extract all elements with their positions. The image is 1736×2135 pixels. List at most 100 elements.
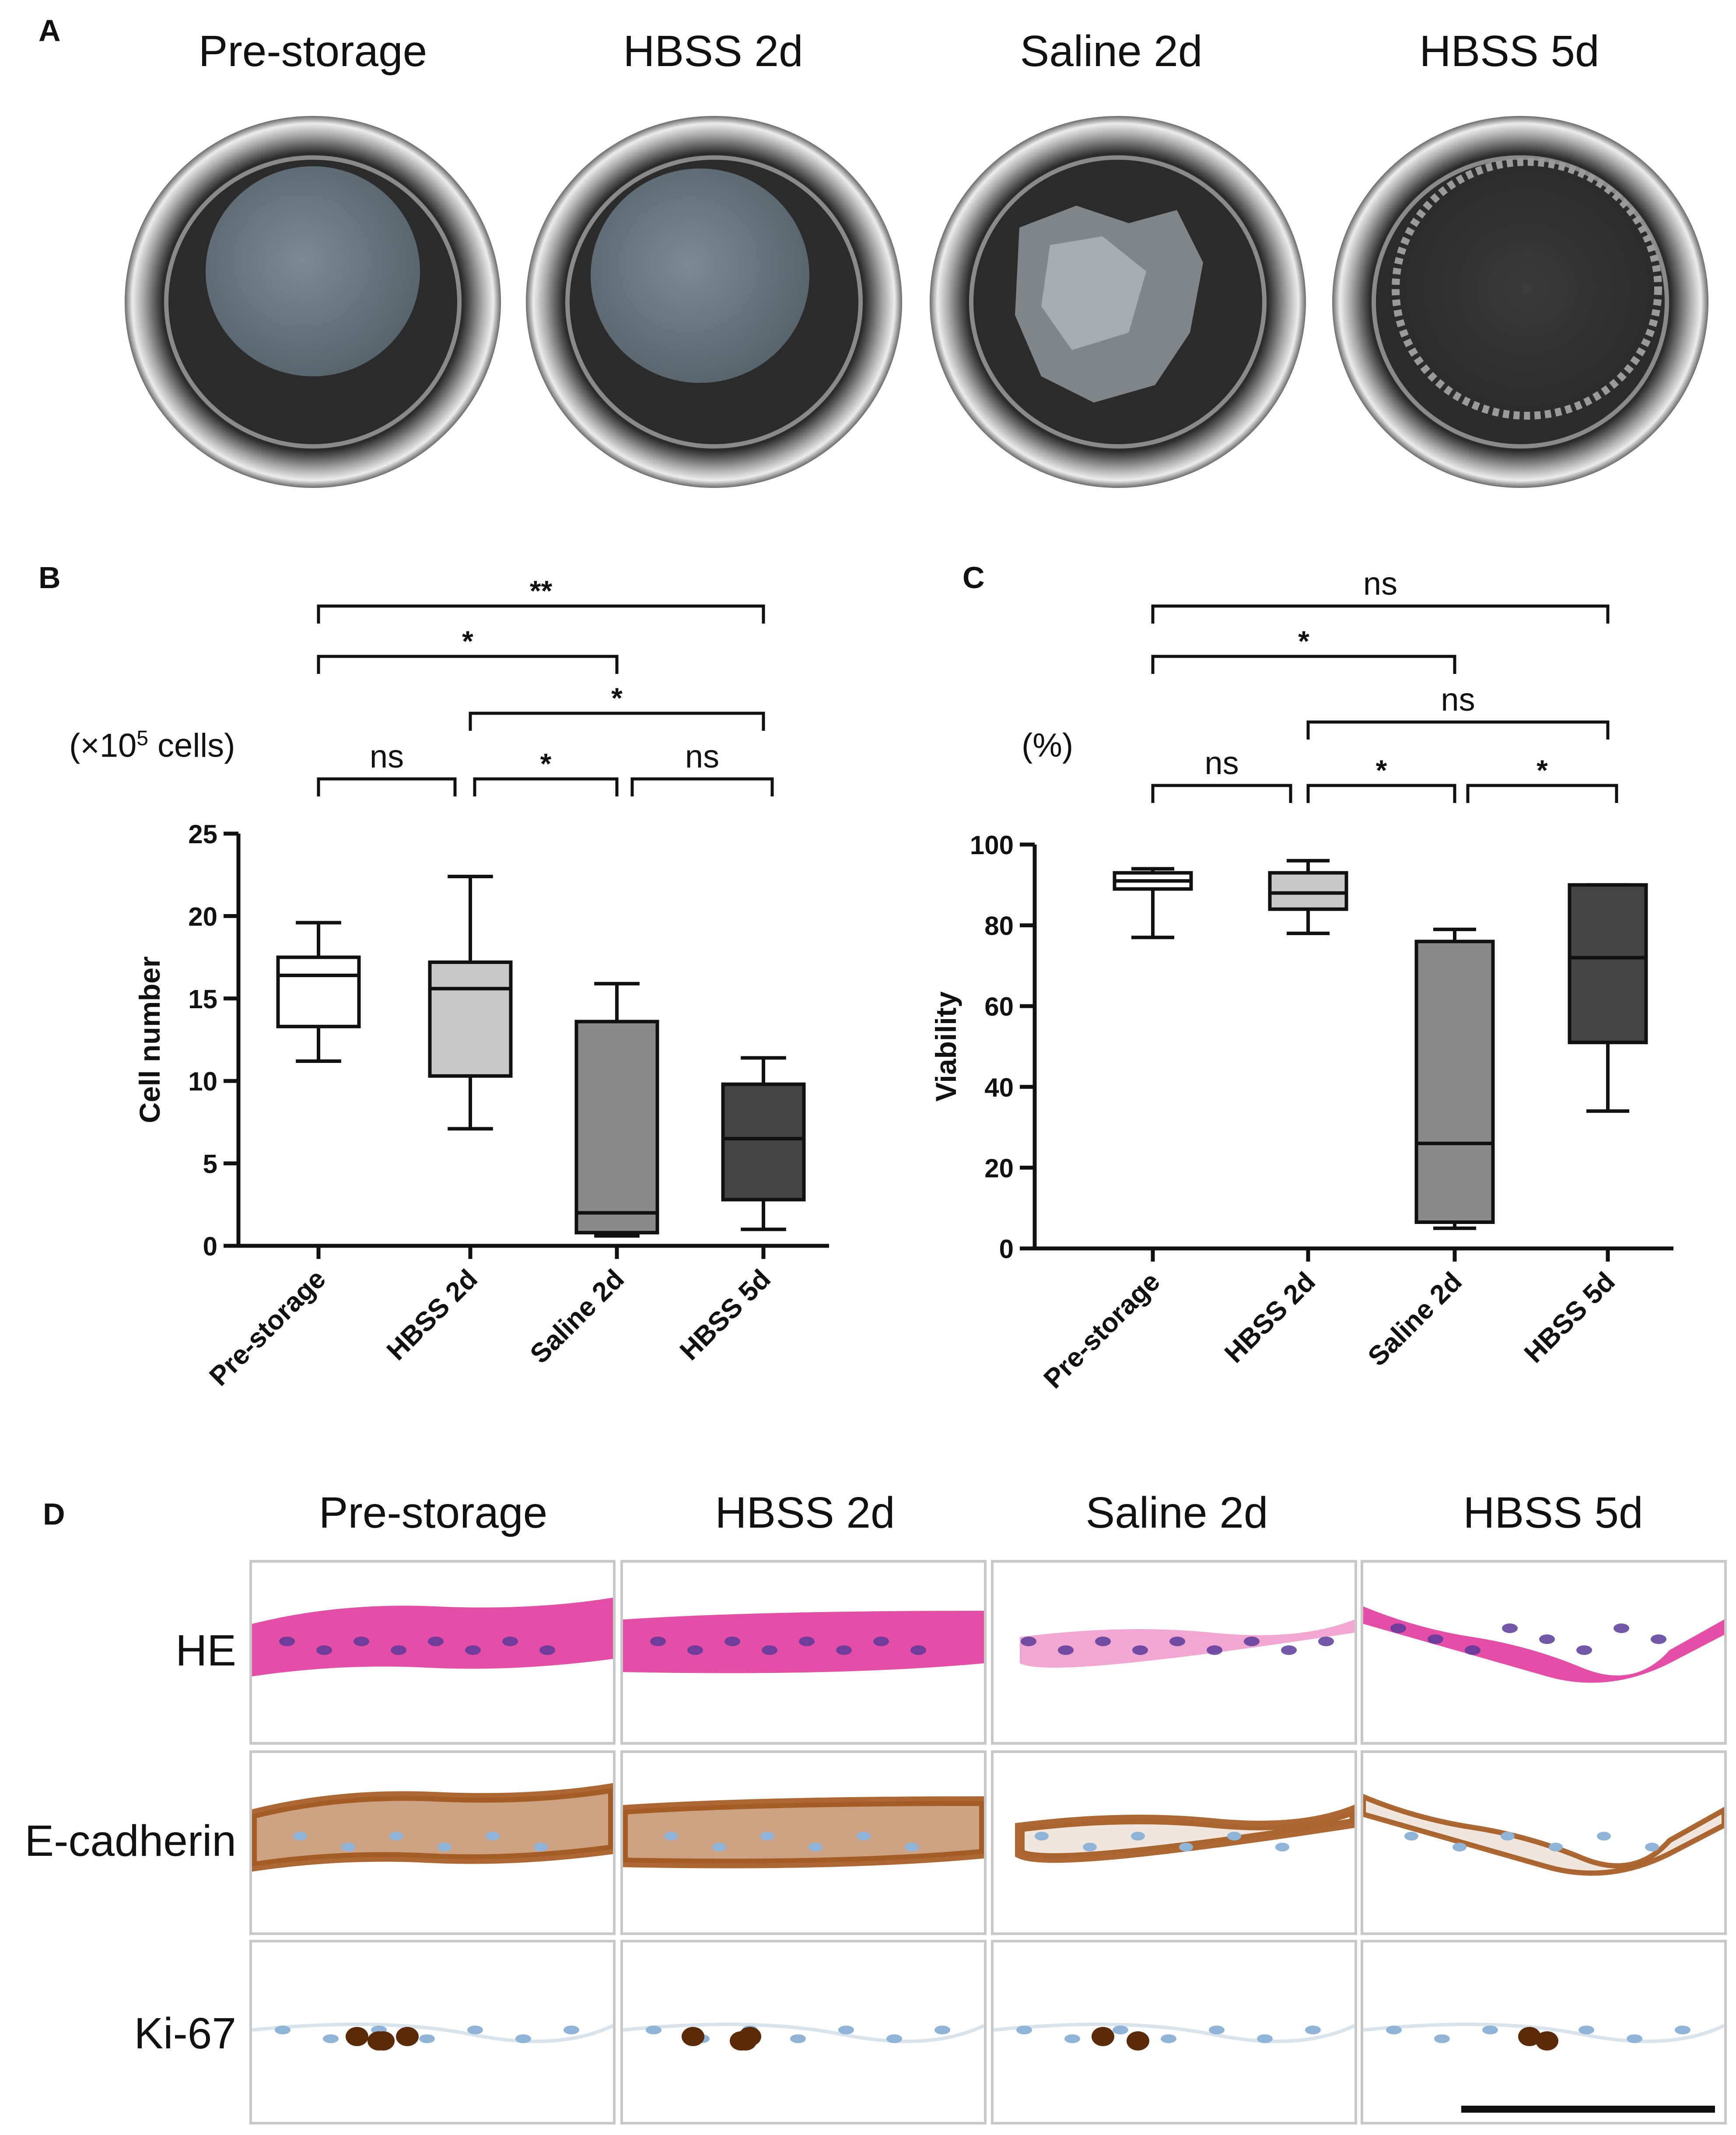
stain-image [1020,1620,1354,1668]
nucleus [564,2026,579,2034]
nucleus [1132,1645,1148,1655]
nucleus [467,2026,483,2034]
tissue-outline [252,2023,613,2043]
stain-image [252,1783,613,1872]
nucleus [539,1645,555,1655]
nucleus [1651,1634,1666,1644]
box-iqr [574,1020,659,1234]
panel-d-letter: D [43,1497,65,1531]
box-iqr [721,1082,806,1202]
nucleus [1244,1637,1260,1646]
y-tick-label: 10 [188,1067,217,1096]
stain-image [623,2023,984,2051]
row-label-ki-67: Ki-67 [134,2009,236,2058]
y-tick-label: 20 [188,902,217,931]
nucleus [534,1843,548,1851]
x-tick-label: HBSS 5d [674,1264,777,1366]
nucleus [1281,1645,1297,1655]
box-iqr [276,955,361,1028]
nucleus [1539,1634,1555,1644]
nucleus [1131,1832,1145,1841]
nucleus [838,2026,854,2034]
panel-c-unit-label: (%) [1022,727,1074,764]
significance-label: * [1376,754,1387,786]
significance-bracket [630,777,774,796]
significance-label: * [462,625,473,657]
nucleus [799,1637,815,1646]
significance-bracket [473,777,619,796]
y-tick-label: 80 [984,911,1014,941]
stain-image [623,1796,984,1869]
culture-dish-photos [125,116,1708,488]
x-tick-label: HBSS 5d [1519,1266,1621,1369]
box-pre-storage [1113,867,1193,940]
significance-label: ns [1441,681,1475,718]
stain-image [994,2023,1354,2051]
box-saline-2d [574,982,659,1238]
y-axis-label: Cell number [133,956,166,1123]
nucleus [910,1645,926,1655]
nucleus [1318,1637,1334,1646]
nucleus [1578,2026,1594,2034]
significance-bracket [1306,720,1610,740]
histology-tile-ki-67-hbss-5d [1361,1940,1727,2124]
y-tick-label: 5 [203,1150,217,1179]
ki67-positive-nucleus [1536,2031,1558,2051]
stain-image [623,1611,984,1673]
nucleus [1207,1645,1222,1655]
histology-tile-e-cadherin-pre-storage [249,1750,616,1935]
panel-d-title-hbss-2d: HBSS 2d [715,1488,895,1537]
nucleus [1502,1623,1518,1633]
nucleus [1083,1843,1097,1851]
panel-a-title-hbss-5d: HBSS 5d [1419,27,1600,76]
row-label-he: HE [175,1626,236,1675]
nucleus [1404,1832,1418,1841]
nucleus [354,1637,369,1646]
panel-d-title-hbss-5d: HBSS 5d [1463,1488,1643,1537]
nucleus [1035,1832,1049,1841]
nucleus [1428,1634,1443,1644]
panel-a-letter: A [38,14,61,48]
nucleus [1576,1645,1592,1655]
nucleus [687,1645,703,1655]
histology-tile-he-pre-storage [249,1560,616,1745]
nucleus [934,2026,950,2034]
histology-tile-he-hbss-2d [620,1560,987,1745]
tissue-outline [994,2023,1354,2043]
box-iqr [1568,883,1648,1045]
he-tissue-band [1020,1620,1354,1668]
e-cadherin-fill [1020,1810,1354,1858]
significance-bracket [317,604,765,624]
nucleus [905,1843,919,1851]
nucleus [465,1645,481,1655]
nucleus [438,1843,452,1851]
e-cadherin-fill [1363,1797,1724,1873]
box-iqr [428,960,513,1078]
panel-b-unit-label: (×105 cells) [69,726,235,764]
significance-bracket [469,712,765,731]
ki67-positive-nucleus [346,2027,368,2046]
significance-bracket [317,777,457,796]
box-saline-2d [1414,927,1495,1230]
nucleus [279,1637,295,1646]
histology-tile-e-cadherin-hbss-2d [620,1750,987,1935]
box-iqr [1414,940,1495,1224]
nucleus [664,1832,678,1841]
y-tick-label: 15 [188,985,217,1014]
ki67-positive-nucleus [1127,2031,1149,2051]
e-cadherin-membrane [1015,1805,1354,1863]
significance-label: ns [685,738,719,775]
nucleus [1482,2026,1498,2034]
y-tick-label: 0 [999,1234,1014,1264]
histology-tile-e-cadherin-hbss-5d [1361,1750,1727,1935]
nucleus [1161,2034,1176,2043]
viability-box-plot: 0 20 40 60 80 100 Viability Pre-storage HBSS 2d S… [930,565,1673,1395]
nucleus [323,2034,339,2043]
nucleus [1597,1832,1611,1841]
nucleus [391,1645,406,1655]
unit-suffix: cells) [148,727,235,764]
significance-bracket [1151,655,1456,674]
nucleus [341,1843,355,1851]
significance-label: * [1536,754,1548,786]
nucleus [762,1645,777,1655]
